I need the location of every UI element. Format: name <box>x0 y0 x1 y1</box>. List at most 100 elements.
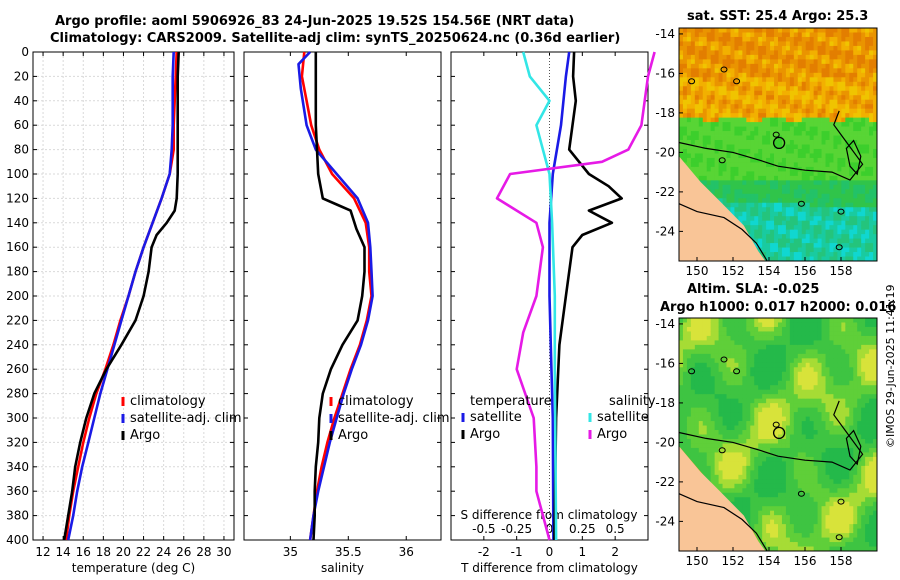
sla_map-cell <box>813 452 818 458</box>
sla_map-cell <box>817 465 822 471</box>
sla_map-cell <box>801 385 807 391</box>
sla_map-cell <box>742 483 747 489</box>
sla_map-cell <box>817 376 822 382</box>
depth-tick-label: 300 <box>6 411 29 425</box>
sst_map-cell <box>746 72 751 78</box>
sst_map-cell <box>817 63 822 69</box>
sst_map-cell <box>722 153 727 159</box>
sst_map-cell <box>849 238 854 244</box>
sla_map-cell <box>829 335 834 341</box>
sla_map-cell <box>726 416 731 422</box>
sla_map-cell <box>793 380 799 386</box>
sst_map-cell <box>702 99 708 105</box>
sst_map-cell <box>785 117 791 123</box>
sst_map-cell <box>785 216 791 222</box>
sst_map-cell <box>754 41 759 47</box>
sst_map-cell <box>758 41 763 47</box>
sst_map-cell <box>774 202 779 208</box>
sla_map-cell <box>770 434 775 440</box>
sst_map-cell <box>817 175 822 181</box>
sla_map-cell <box>730 497 735 503</box>
sla_map-cell <box>754 447 759 453</box>
sst_map-cell <box>841 86 846 92</box>
sla_map-cell <box>679 394 684 400</box>
sla_map-cell <box>813 371 818 377</box>
sst_map-cell <box>801 113 807 119</box>
sla_map-cell <box>766 497 771 503</box>
sst_map-cell <box>837 72 842 78</box>
sst_map-cell <box>726 32 731 38</box>
sla_map-cell <box>710 430 716 435</box>
sst_map-cell <box>789 175 795 181</box>
sla_map-cell <box>809 537 815 543</box>
sla_map-cell <box>746 331 751 337</box>
sst_map-cell <box>841 72 846 78</box>
sla_map-cell <box>698 403 704 409</box>
sst_map-cell <box>710 166 716 172</box>
sst_map-cell <box>801 59 807 65</box>
sst_map-cell <box>750 234 755 239</box>
sst_map-cell <box>738 198 743 204</box>
sst_map-cell <box>738 131 743 136</box>
sst_map-cell <box>694 95 700 101</box>
sla_map-cell <box>710 438 716 444</box>
sst_map-cell <box>694 162 700 168</box>
sst_map-cell <box>690 32 696 38</box>
sst_map-cell <box>710 140 716 145</box>
sst_map-cell <box>702 135 708 141</box>
sst_map-cell <box>837 50 842 56</box>
sst_map-cell <box>742 184 747 190</box>
temperature-xtick-label: 18 <box>96 545 111 559</box>
sst_map-cell <box>849 45 854 51</box>
sla_map-cell <box>829 421 834 426</box>
sla_map-cell <box>770 501 775 507</box>
sst_map-cell <box>682 28 688 33</box>
sst_map-cell <box>813 238 818 244</box>
sst_map-cell <box>770 59 775 65</box>
sla_map-cell <box>770 331 775 337</box>
sst_map-cell <box>805 252 811 257</box>
sla_map-cell <box>817 380 822 386</box>
sst_map-cell <box>849 171 854 177</box>
sla_map-cell <box>746 398 751 404</box>
sla_map-cell <box>694 389 700 395</box>
temperature-xtick-label: 30 <box>216 545 231 559</box>
sst_map-cell <box>774 117 779 123</box>
sst_map-cell <box>746 104 751 110</box>
sst_map-cell <box>813 95 818 101</box>
sla_map-cell <box>789 443 795 449</box>
sst_map-cell <box>837 135 842 141</box>
sst_map-cell <box>805 256 811 262</box>
sla_map-cell <box>766 483 771 489</box>
sst_map-cell <box>817 171 822 177</box>
sst_map-cell <box>714 175 719 181</box>
sst_map-cell <box>793 126 799 132</box>
sla_map-cell <box>825 430 830 435</box>
sst_map-cell <box>718 193 723 199</box>
sla_map-cell <box>770 497 775 503</box>
sla_map-cell <box>797 447 803 453</box>
sst_map-cell <box>718 131 723 136</box>
sst_map-cell <box>865 148 870 154</box>
sla_map-cell <box>813 542 818 547</box>
sst_map-cell <box>817 202 822 208</box>
sla_map-cell <box>789 510 795 516</box>
sla_map-cell <box>758 318 763 323</box>
sst_map-cell <box>809 229 815 235</box>
sla_map-cell <box>734 385 739 391</box>
sst_map-cell <box>845 171 850 177</box>
sst_map-cell <box>821 180 826 186</box>
sst_map-cell <box>809 207 815 213</box>
sst_map-cell <box>762 211 767 217</box>
sla_map-cell <box>726 362 731 368</box>
sst_map-cell <box>726 193 731 199</box>
sst_map-cell <box>710 68 716 74</box>
sla_map-cell <box>702 456 708 462</box>
sst_map-cell <box>849 104 854 110</box>
sst_map-cell <box>750 117 755 123</box>
sla_map-cell <box>679 344 684 350</box>
sla_map-cell <box>738 456 743 462</box>
sla_map-cell <box>793 394 799 400</box>
sla_map-cell <box>789 425 795 431</box>
sst_map-ytick-label: -24 <box>655 224 675 238</box>
